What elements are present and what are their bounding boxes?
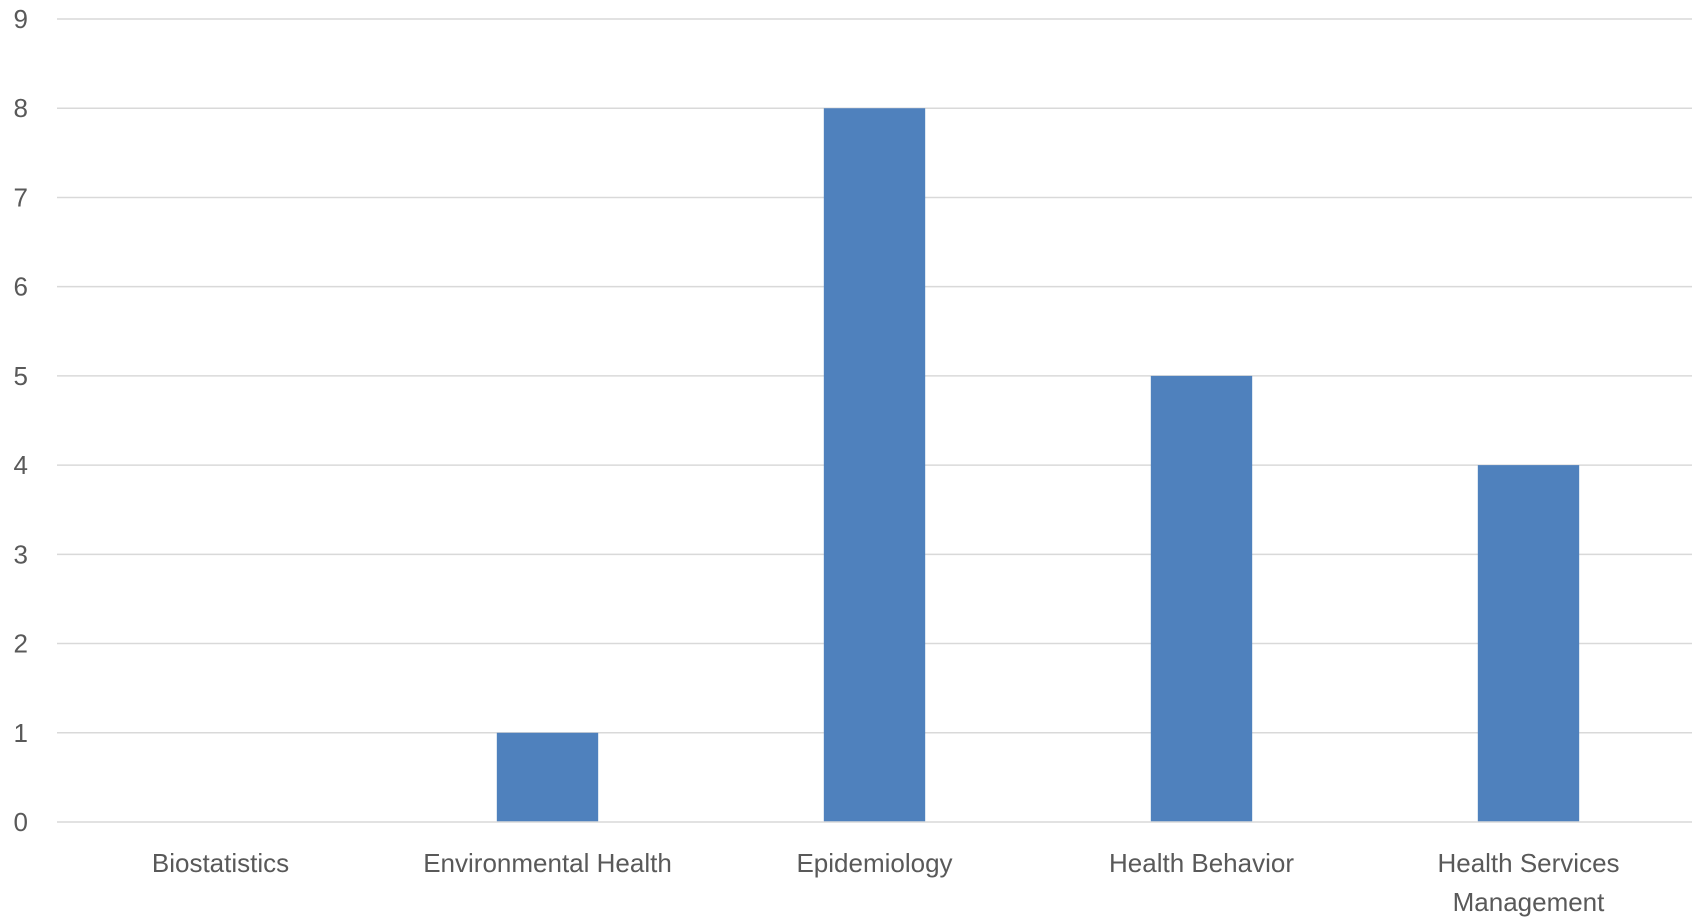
category-label-line: Epidemiology bbox=[796, 848, 952, 878]
y-tick-label: 2 bbox=[14, 629, 28, 659]
bar-1 bbox=[496, 732, 599, 822]
y-tick-label: 7 bbox=[14, 182, 28, 212]
bar-4 bbox=[1477, 465, 1580, 822]
bar-3 bbox=[1150, 375, 1253, 822]
y-tick-label: 0 bbox=[14, 807, 28, 837]
y-tick-label: 6 bbox=[14, 272, 28, 302]
category-label: Biostatistics bbox=[152, 848, 289, 878]
bars bbox=[496, 108, 1580, 822]
category-label-line: Management bbox=[1453, 887, 1606, 917]
y-tick-label: 8 bbox=[14, 93, 28, 123]
y-axis-ticks: 0 1 2 3 4 5 6 7 8 9 bbox=[14, 4, 28, 837]
bar-2 bbox=[823, 108, 926, 822]
category-label-line: Biostatistics bbox=[152, 848, 289, 878]
y-tick-label: 3 bbox=[14, 539, 28, 569]
category-label: Environmental Health bbox=[423, 848, 672, 878]
category-label: Health Services Management bbox=[1437, 848, 1619, 917]
y-tick-label: 1 bbox=[14, 718, 28, 748]
y-tick-label: 4 bbox=[14, 450, 28, 480]
x-axis-categories: Biostatistics Environmental Health Epidemi… bbox=[152, 848, 1620, 917]
category-label: Epidemiology bbox=[796, 848, 952, 878]
category-label: Health Behavior bbox=[1109, 848, 1294, 878]
category-label-line: Health Services bbox=[1437, 848, 1619, 878]
y-tick-label: 5 bbox=[14, 361, 28, 391]
category-label-line: Environmental Health bbox=[423, 848, 672, 878]
y-tick-label: 9 bbox=[14, 4, 28, 34]
category-label-line: Health Behavior bbox=[1109, 848, 1294, 878]
